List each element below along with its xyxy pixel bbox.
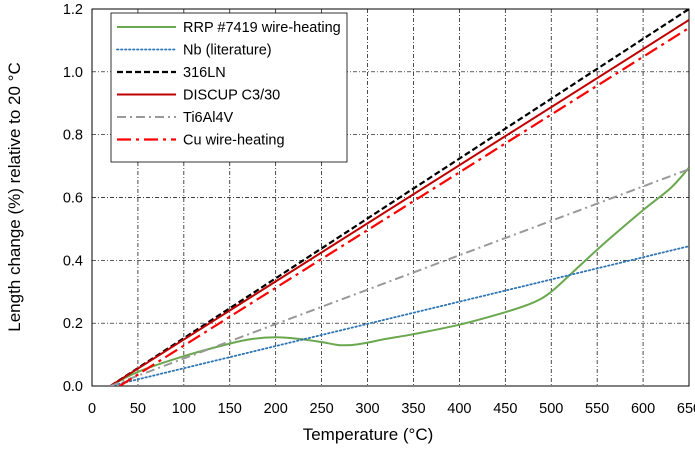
legend-label-3: DISCUP C3/30 bbox=[183, 88, 280, 104]
legend-label-1: Nb (literature) bbox=[183, 43, 272, 59]
x-tick-label: 100 bbox=[172, 401, 196, 417]
x-tick-label: 550 bbox=[585, 401, 609, 417]
x-tick-label: 300 bbox=[355, 401, 379, 417]
x-tick-label: 500 bbox=[539, 401, 563, 417]
x-axis-ticks: 0 50 100 150 200 250 300 350 400 450 500 550 600 650 bbox=[88, 401, 695, 417]
y-axis-label: Length change (%) relative to 20 °C bbox=[5, 62, 24, 332]
series-line-0 bbox=[109, 167, 689, 386]
x-tick-label: 400 bbox=[447, 401, 471, 417]
y-tick-label: 0.8 bbox=[63, 128, 83, 144]
legend-label-2: 316LN bbox=[183, 65, 226, 81]
x-tick-label: 0 bbox=[88, 401, 96, 417]
y-tick-label: 1.0 bbox=[63, 65, 83, 81]
series-line-2 bbox=[109, 9, 689, 386]
x-tick-label: 200 bbox=[264, 401, 288, 417]
y-tick-label: 1.2 bbox=[63, 2, 83, 18]
x-axis-label: Temperature (°C) bbox=[303, 425, 434, 444]
legend-label-0: RRP #7419 wire-heating bbox=[183, 20, 341, 36]
x-tick-label: 450 bbox=[493, 401, 517, 417]
series-layer bbox=[109, 9, 689, 386]
series-line-1 bbox=[109, 245, 689, 386]
series-line-3 bbox=[109, 19, 689, 386]
y-axis-ticks: 0.0 0.2 0.4 0.6 0.8 1.0 1.2 bbox=[63, 2, 83, 395]
x-tick-label: 350 bbox=[401, 401, 425, 417]
x-tick-label: 650 bbox=[677, 401, 695, 417]
x-tick-label: 250 bbox=[310, 401, 334, 417]
legend-label-5: Cu wire-heating bbox=[183, 133, 285, 149]
y-tick-label: 0.2 bbox=[63, 316, 83, 332]
legend-box bbox=[110, 12, 348, 163]
y-tick-label: 0.6 bbox=[63, 191, 83, 207]
y-tick-label: 0.0 bbox=[63, 379, 83, 395]
legend-label-4: Ti6Al4V bbox=[183, 110, 234, 126]
series-line-4 bbox=[110, 168, 689, 386]
y-tick-label: 0.4 bbox=[63, 253, 83, 269]
legend: RRP #7419 wire-heating Nb (literature) 316… bbox=[110, 12, 348, 163]
x-tick-label: 50 bbox=[130, 401, 146, 417]
x-tick-label: 150 bbox=[218, 401, 242, 417]
series-line-5 bbox=[119, 26, 689, 386]
x-tick-label: 600 bbox=[631, 401, 655, 417]
